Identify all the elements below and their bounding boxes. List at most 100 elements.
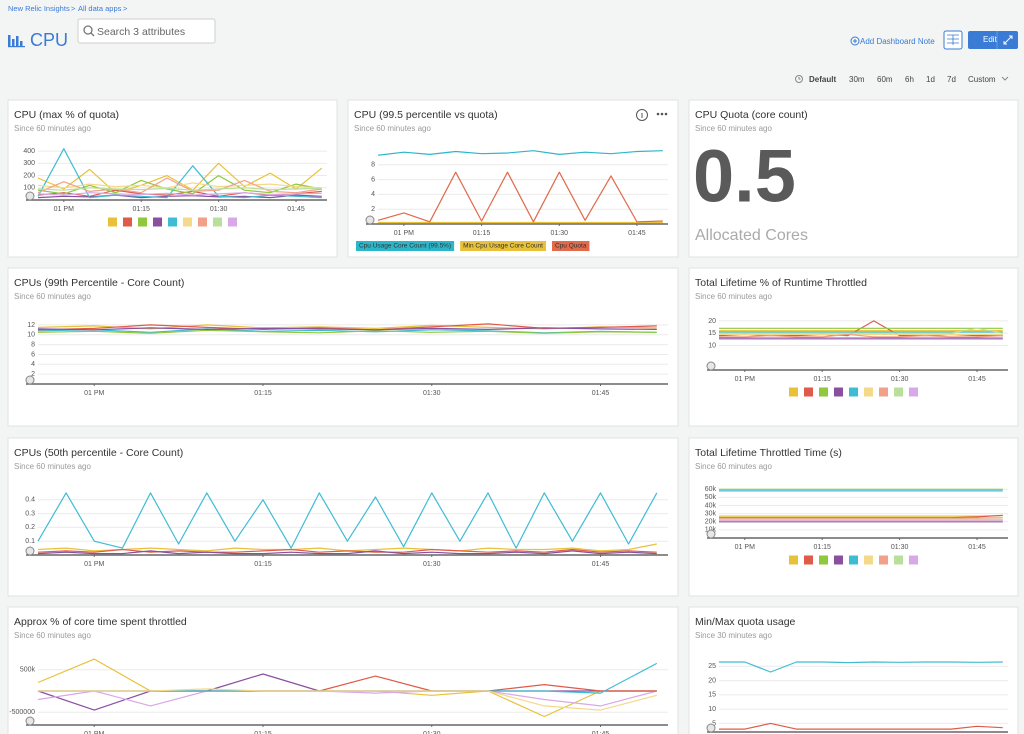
- legend-swatch[interactable]: [804, 387, 813, 397]
- chart-menu-icon[interactable]: [706, 723, 716, 733]
- legend-swatch[interactable]: [153, 217, 162, 227]
- time-range-option[interactable]: Custom: [968, 75, 996, 84]
- legend-swatch[interactable]: [864, 387, 873, 397]
- legend-label: Cpu Usage Core Count (99.5%): [359, 243, 451, 250]
- y-tick-label: 40k: [705, 502, 717, 509]
- series-line: [37, 690, 657, 707]
- series-line: [719, 517, 1003, 520]
- series-line: [719, 514, 1003, 519]
- widget-title: Total Lifetime % of Runtime Throttled: [695, 277, 867, 289]
- widget-subtitle: Since 60 minutes ago: [695, 292, 772, 301]
- chart-menu-icon[interactable]: [25, 191, 35, 201]
- chart-menu-icon[interactable]: [25, 375, 35, 385]
- legend-swatch[interactable]: [834, 555, 843, 565]
- x-tick-label: 01:15: [254, 390, 272, 397]
- x-tick-label: 01:30: [550, 230, 568, 237]
- legend-swatch[interactable]: [834, 387, 843, 397]
- add-note-link[interactable]: Add Dashboard Note: [860, 37, 935, 46]
- legend-swatch[interactable]: [819, 387, 828, 397]
- series-line: [37, 162, 323, 194]
- legend-tag[interactable]: [356, 241, 455, 251]
- x-tick-label: 01:30: [423, 731, 441, 734]
- chart-menu-icon[interactable]: [365, 215, 375, 225]
- y-tick-label: 2: [371, 206, 375, 213]
- y-tick-label: 2: [31, 371, 35, 378]
- series-line: [37, 492, 658, 549]
- legend-swatch[interactable]: [183, 217, 192, 227]
- time-range-option[interactable]: 60m: [877, 75, 893, 84]
- y-tick-label: 20: [708, 318, 716, 325]
- info-icon[interactable]: [636, 109, 648, 121]
- legend-swatch[interactable]: [849, 555, 858, 565]
- breadcrumb-link[interactable]: All data apps: [78, 4, 122, 13]
- add-note-icon: [853, 39, 857, 43]
- time-range-option[interactable]: 30m: [849, 75, 865, 84]
- legend-swatch[interactable]: [138, 217, 147, 227]
- legend-swatch[interactable]: [819, 555, 828, 565]
- widget-card: [688, 606, 1019, 734]
- y-tick-label: 0.3: [25, 510, 35, 517]
- widget-card: [688, 267, 1019, 427]
- widget-title: CPU Quota (core count): [695, 109, 808, 121]
- x-tick-label: 01 PM: [54, 206, 74, 213]
- series-line: [37, 187, 322, 191]
- y-tick-label: 300: [23, 160, 35, 167]
- legend-swatch[interactable]: [789, 387, 798, 397]
- chart-menu-icon[interactable]: [25, 546, 35, 556]
- y-tick-label: 4: [31, 361, 35, 368]
- search-box[interactable]: [77, 18, 216, 44]
- legend-swatch[interactable]: [108, 217, 117, 227]
- expand-icon[interactable]: [1003, 35, 1013, 45]
- legend-swatch[interactable]: [123, 217, 132, 227]
- chart-menu-icon[interactable]: [706, 361, 716, 371]
- series-line: [377, 171, 663, 223]
- legend-swatch[interactable]: [168, 217, 177, 227]
- legend-tag[interactable]: [552, 241, 590, 251]
- more-menu-icon[interactable]: [660, 112, 664, 116]
- chart-menu-icon[interactable]: [25, 716, 35, 726]
- x-tick-label: 01:45: [592, 731, 610, 734]
- series-line: [37, 192, 322, 196]
- x-tick-label: 01:30: [423, 561, 441, 568]
- legend-swatch[interactable]: [849, 387, 858, 397]
- y-tick-label: 400: [23, 148, 35, 155]
- legend-swatch[interactable]: [198, 217, 207, 227]
- time-range-option[interactable]: 6h: [905, 75, 914, 84]
- legend-swatch[interactable]: [864, 555, 873, 565]
- x-tick-label: 01:30: [891, 544, 909, 551]
- more-menu-icon[interactable]: [664, 112, 668, 116]
- time-range-option[interactable]: 7d: [947, 75, 956, 84]
- legend-swatch[interactable]: [228, 217, 237, 227]
- time-range-option[interactable]: 1d: [926, 75, 935, 84]
- y-tick-label: -500000: [9, 709, 35, 716]
- x-tick-label: 01 PM: [84, 390, 104, 397]
- legend-swatch[interactable]: [909, 387, 918, 397]
- y-tick-label: 10: [708, 706, 716, 713]
- series-line: [37, 177, 322, 194]
- series-line: [37, 329, 657, 334]
- widget-title: CPUs (99th Percentile - Core Count): [14, 277, 184, 289]
- x-tick-label: 01 PM: [735, 376, 755, 383]
- legend-swatch[interactable]: [804, 555, 813, 565]
- legend-swatch[interactable]: [213, 217, 222, 227]
- legend-swatch[interactable]: [909, 555, 918, 565]
- y-tick-label: 0.2: [25, 524, 35, 531]
- legend-label: Cpu Quota: [555, 243, 587, 250]
- y-tick-label: 25: [708, 663, 716, 670]
- x-tick-label: 01:15: [254, 731, 272, 734]
- breadcrumb-link[interactable]: New Relic Insights: [8, 4, 70, 13]
- widget-subtitle: Since 60 minutes ago: [14, 631, 91, 640]
- x-tick-label: 01:30: [891, 376, 909, 383]
- time-range-option[interactable]: Default: [809, 75, 836, 84]
- legend-swatch[interactable]: [879, 555, 888, 565]
- legend-swatch[interactable]: [894, 555, 903, 565]
- chart-menu-icon[interactable]: [706, 529, 716, 539]
- legend-swatch[interactable]: [879, 387, 888, 397]
- search-icon: [90, 32, 95, 37]
- widget-subtitle: Since 60 minutes ago: [695, 462, 772, 471]
- legend-tag[interactable]: [460, 241, 546, 251]
- more-menu-icon[interactable]: [656, 112, 660, 116]
- legend-swatch[interactable]: [789, 555, 798, 565]
- legend-swatch[interactable]: [894, 387, 903, 397]
